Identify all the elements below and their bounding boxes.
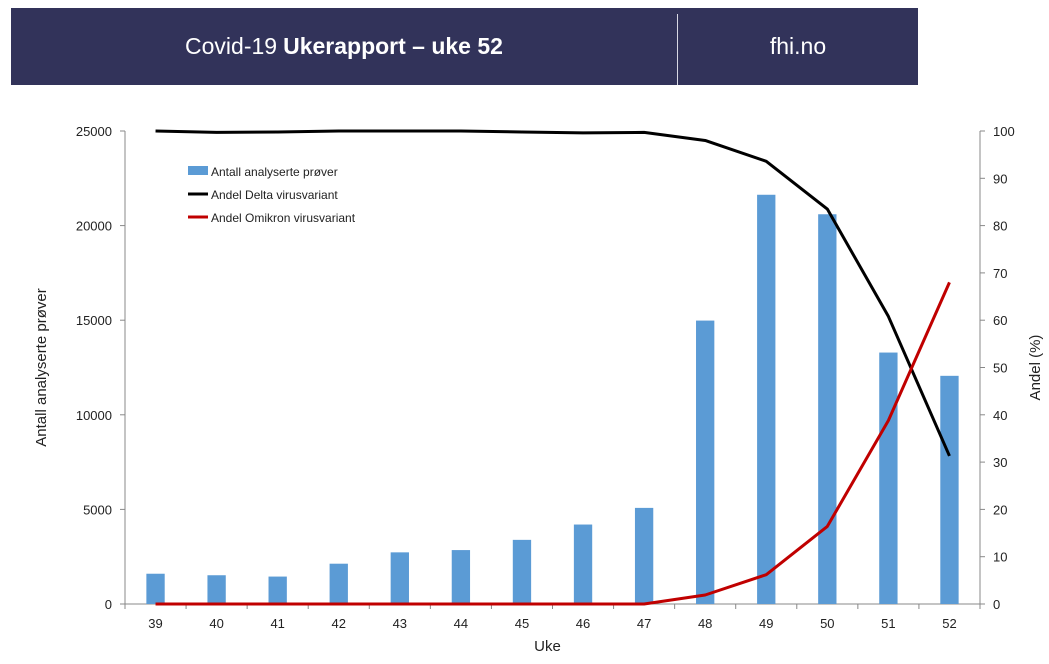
bar-antall-analyserte bbox=[268, 576, 287, 604]
bar-antall-analyserte bbox=[451, 550, 471, 604]
y-tick-label-right: 10 bbox=[993, 550, 1007, 565]
x-tick-label: 41 bbox=[270, 616, 284, 631]
legend-label: Antall analyserte prøver bbox=[211, 165, 338, 179]
x-tick-label: 45 bbox=[515, 616, 529, 631]
bar-antall-analyserte bbox=[329, 563, 348, 604]
y-tick-label-right: 20 bbox=[993, 502, 1007, 517]
y-tick-label-right: 70 bbox=[993, 266, 1007, 281]
bar-antall-analyserte bbox=[512, 539, 532, 604]
variant-chart: 0 5000 10000 15000 20000 25000 0 10 20 30 40 50 60 70… bbox=[33, 124, 1044, 655]
legend-label: Andel Omikron virusvariant bbox=[211, 211, 356, 225]
y-tick-label-left: 10000 bbox=[76, 408, 112, 423]
x-tick-label: 39 bbox=[148, 616, 162, 631]
bar-antall-analyserte bbox=[940, 375, 959, 604]
y-tick-label-right: 80 bbox=[993, 219, 1007, 234]
y-tick-label-right: 30 bbox=[993, 455, 1007, 470]
y-tick-label-right: 40 bbox=[993, 408, 1007, 423]
bar-antall-analyserte bbox=[207, 575, 226, 604]
x-tick-label: 50 bbox=[820, 616, 834, 631]
x-tick-label: 40 bbox=[209, 616, 223, 631]
y-tick-label-right: 60 bbox=[993, 313, 1007, 328]
bar-antall-analyserte bbox=[634, 507, 654, 604]
y-tick-label-right: 90 bbox=[993, 171, 1007, 186]
x-axis-label: Uke bbox=[534, 638, 561, 655]
y-axis-label-left: Antall analyserte prøver bbox=[33, 288, 50, 446]
x-tick-label: 48 bbox=[698, 616, 712, 631]
x-tick-label: 42 bbox=[332, 616, 346, 631]
bar-antall-analyserte bbox=[879, 352, 898, 604]
bar-antall-analyserte bbox=[146, 573, 165, 604]
x-tick-label: 43 bbox=[393, 616, 407, 631]
x-tick-label: 44 bbox=[454, 616, 468, 631]
bar-antall-analyserte bbox=[818, 214, 837, 605]
bar-antall-analyserte bbox=[573, 524, 593, 604]
report-header-banner: Covid-19 Ukerapport – uke 52 fhi.no bbox=[11, 8, 918, 85]
line-omikron-share bbox=[155, 281, 951, 606]
report-title: Covid-19 Ukerapport – uke 52 bbox=[11, 8, 677, 85]
line-delta-share bbox=[155, 129, 951, 457]
x-tick-label: 47 bbox=[637, 616, 651, 631]
y-tick-label-left: 15000 bbox=[76, 313, 112, 328]
y-tick-label-right: 100 bbox=[993, 124, 1015, 139]
x-tick-label: 52 bbox=[942, 616, 956, 631]
bar-antall-analyserte bbox=[757, 194, 776, 604]
report-title-prefix: Covid-19 bbox=[185, 33, 278, 59]
legend-label: Andel Delta virusvariant bbox=[211, 188, 338, 202]
y-tick-label-right: 50 bbox=[993, 361, 1007, 376]
y-axis-label-right: Andel (%) bbox=[1027, 335, 1044, 401]
x-tick-label: 51 bbox=[881, 616, 895, 631]
bar-antall-analyserte bbox=[696, 320, 715, 604]
site-link[interactable]: fhi.no bbox=[769, 33, 827, 59]
x-tick-label: 46 bbox=[576, 616, 590, 631]
y-tick-label-left: 0 bbox=[105, 597, 112, 612]
y-tick-label-left: 5000 bbox=[83, 502, 112, 517]
y-tick-label-right: 0 bbox=[993, 597, 1000, 612]
y-tick-label-left: 25000 bbox=[76, 124, 112, 139]
report-title-bold: Ukerapport – uke 52 bbox=[283, 33, 503, 59]
x-tick-label: 49 bbox=[759, 616, 773, 631]
bar-antall-analyserte bbox=[390, 552, 409, 604]
header-divider bbox=[677, 14, 678, 85]
legend-swatch-bar bbox=[188, 166, 208, 175]
y-tick-label-left: 20000 bbox=[76, 219, 112, 234]
